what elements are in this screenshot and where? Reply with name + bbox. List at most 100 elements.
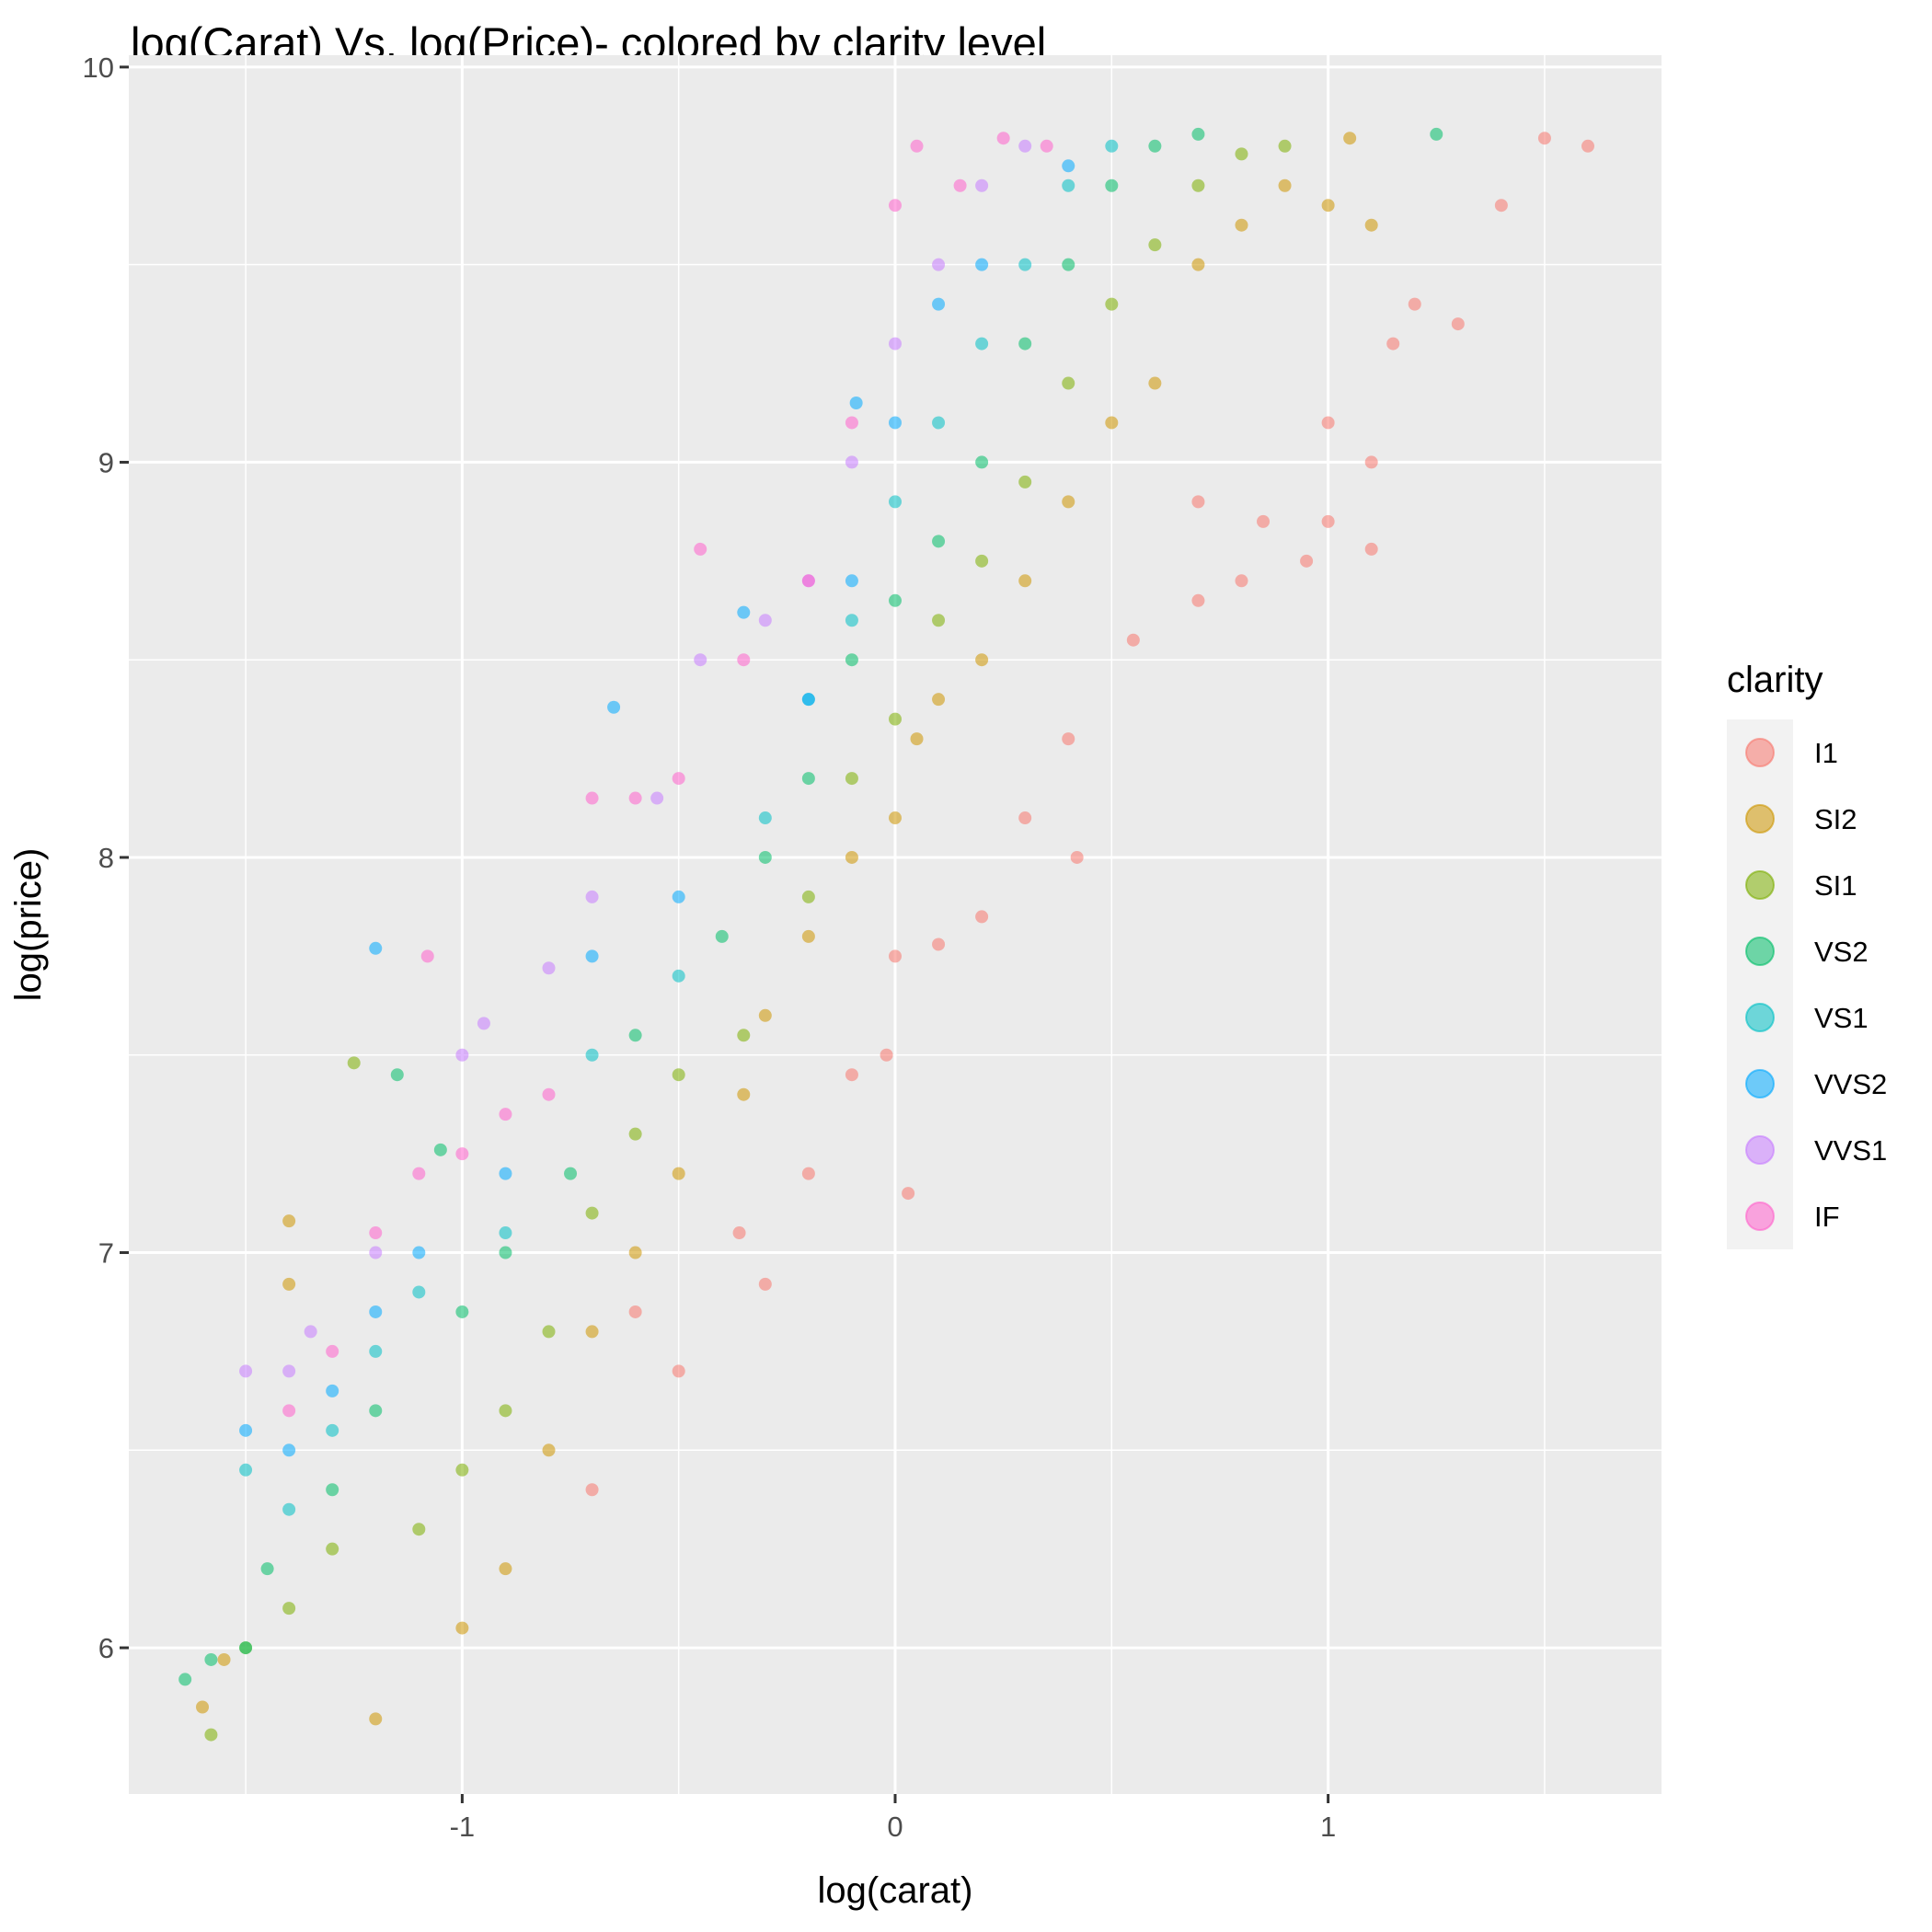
point-si2 — [845, 850, 858, 864]
point-i1 — [975, 910, 989, 924]
point-vs1 — [1062, 178, 1075, 192]
point-si1 — [499, 1404, 512, 1418]
point-i1 — [1191, 593, 1205, 607]
data-points — [178, 127, 1594, 1742]
point-si1 — [204, 1728, 218, 1742]
point-vs2 — [326, 1483, 339, 1497]
point-si1 — [542, 1325, 556, 1339]
y-tick-label: 6 — [98, 1632, 114, 1664]
point-vs2 — [889, 593, 902, 607]
legend-key-vs2 — [1745, 937, 1775, 966]
point-i1 — [1451, 317, 1465, 331]
point-if — [455, 1147, 469, 1161]
point-vs2 — [1191, 127, 1205, 141]
point-si2 — [542, 1443, 556, 1457]
point-si2 — [455, 1621, 469, 1635]
point-i1 — [1494, 199, 1508, 213]
legend-key-background — [1727, 719, 1793, 1249]
point-si1 — [1191, 178, 1205, 192]
point-i1 — [1257, 514, 1271, 528]
point-si1 — [1148, 238, 1162, 252]
point-vs1 — [282, 1502, 296, 1516]
point-vs2 — [433, 1143, 447, 1156]
y-tick-label: 9 — [98, 446, 114, 478]
point-vvs1 — [542, 961, 556, 975]
point-if — [369, 1226, 383, 1240]
point-vvs2 — [369, 1305, 383, 1318]
point-si2 — [585, 1325, 599, 1339]
point-si1 — [672, 1068, 685, 1082]
point-i1 — [1062, 732, 1075, 746]
point-vs2 — [628, 1029, 642, 1042]
point-vvs1 — [845, 455, 858, 469]
point-vvs1 — [477, 1017, 490, 1030]
legend-key-vvs1 — [1745, 1135, 1775, 1165]
point-si2 — [499, 1562, 512, 1576]
point-if — [326, 1344, 339, 1358]
x-tick-labels: -1 0 1 — [450, 1811, 1337, 1843]
point-if — [953, 178, 967, 192]
point-vvs2 — [975, 258, 989, 271]
point-vs1 — [1018, 258, 1032, 271]
point-vvs2 — [369, 941, 383, 955]
legend-key-vvs2 — [1745, 1069, 1775, 1098]
point-vs2 — [1105, 178, 1119, 192]
legend: clarity I1 SI2 SI1 VS2 VS1 VVS2 VVS1 IF — [1727, 660, 1887, 1249]
point-si2 — [737, 1087, 751, 1101]
point-i1 — [1300, 554, 1314, 568]
legend-label-si2: SI2 — [1814, 803, 1857, 835]
legend-key-if — [1745, 1202, 1775, 1231]
legend-key-vs1 — [1745, 1003, 1775, 1032]
point-vvs1 — [455, 1048, 469, 1062]
point-si2 — [1321, 199, 1335, 213]
point-si2 — [282, 1214, 296, 1228]
point-i1 — [845, 1068, 858, 1082]
point-si2 — [1148, 376, 1162, 390]
legend-items: I1 SI2 SI1 VS2 VS1 VVS2 VVS1 IF — [1745, 737, 1887, 1233]
point-i1 — [932, 937, 946, 951]
point-vs1 — [932, 416, 946, 430]
point-if — [412, 1167, 426, 1180]
point-si2 — [1018, 574, 1032, 588]
point-vvs2 — [585, 949, 599, 963]
point-if — [672, 772, 685, 786]
point-i1 — [628, 1305, 642, 1318]
point-vvs1 — [369, 1246, 383, 1259]
legend-label-vvs2: VVS2 — [1814, 1068, 1887, 1100]
point-vs1 — [975, 337, 989, 351]
point-si2 — [217, 1652, 231, 1666]
point-if — [737, 653, 751, 667]
point-vvs2 — [239, 1423, 253, 1437]
point-si2 — [975, 653, 989, 667]
point-vvs1 — [889, 337, 902, 351]
point-vs1 — [499, 1226, 512, 1240]
point-vvs1 — [758, 614, 772, 627]
point-vs2 — [260, 1562, 274, 1576]
point-vs2 — [845, 653, 858, 667]
point-if — [499, 1108, 512, 1121]
point-vs1 — [845, 614, 858, 627]
point-si1 — [326, 1542, 339, 1556]
point-i1 — [801, 1167, 815, 1180]
point-i1 — [1018, 811, 1032, 825]
legend-key-si1 — [1745, 870, 1775, 900]
point-vs1 — [1105, 139, 1119, 153]
point-i1 — [1364, 542, 1378, 556]
point-si1 — [932, 614, 946, 627]
legend-key-si2 — [1745, 804, 1775, 834]
point-si2 — [801, 929, 815, 943]
point-si1 — [347, 1056, 361, 1070]
point-vs2 — [975, 455, 989, 469]
point-vvs1 — [585, 890, 599, 903]
point-vvs2 — [672, 890, 685, 903]
point-vvs2 — [326, 1384, 339, 1397]
point-vs2 — [455, 1305, 469, 1318]
point-si1 — [1278, 139, 1292, 153]
point-vvs2 — [607, 700, 621, 714]
point-vs1 — [585, 1048, 599, 1062]
point-vs2 — [932, 535, 946, 548]
legend-title: clarity — [1727, 660, 1823, 700]
point-vs2 — [390, 1068, 404, 1082]
point-if — [628, 791, 642, 805]
